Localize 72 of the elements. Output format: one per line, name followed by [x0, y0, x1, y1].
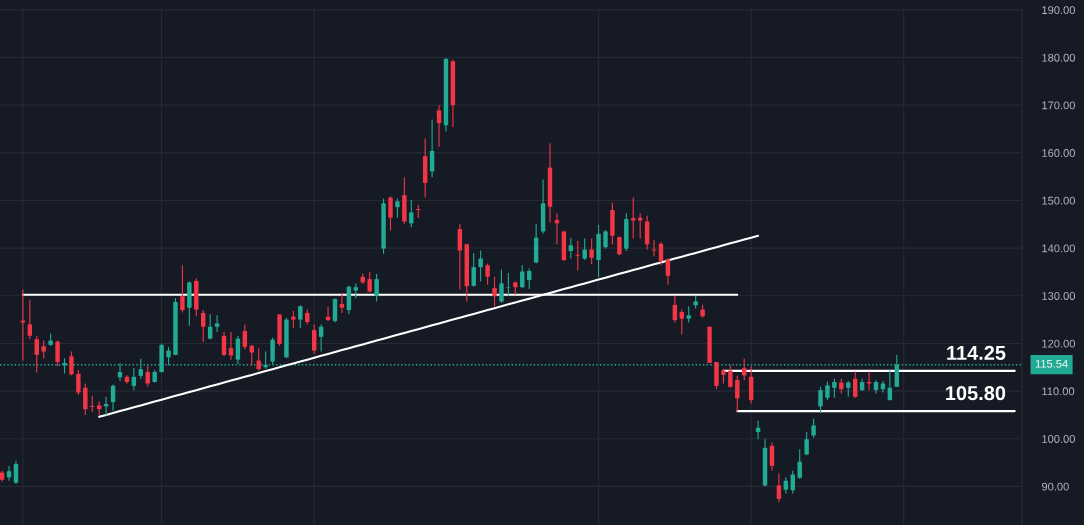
y-tick-label: 90.00 [1041, 482, 1069, 491]
y-tick-label: 160.00 [1042, 149, 1075, 157]
candlestick [69, 350, 74, 376]
y-tick-label: 100.00 [1042, 435, 1075, 443]
candlestick [499, 269, 504, 304]
candlestick [311, 323, 317, 355]
candlestick [34, 335, 39, 374]
candlestick [575, 240, 580, 272]
annotation: 105.80 [946, 386, 1006, 401]
candlestick [568, 237, 574, 260]
candlestick [797, 448, 802, 480]
candlestick [644, 215, 650, 251]
candlestick [318, 323, 324, 353]
y-tick-label: 130.00 [1042, 292, 1075, 300]
candlestick [880, 380, 886, 394]
candlestick [506, 272, 511, 297]
ref-line-label: 115.54 [1035, 359, 1068, 368]
candlestick [818, 386, 823, 414]
candlestick [83, 382, 88, 416]
candlestick [589, 238, 594, 265]
candlestick [776, 472, 782, 503]
candlestick [374, 273, 379, 303]
candlestick [388, 195, 393, 232]
candlestick [201, 309, 206, 343]
annotation: 114.25 [947, 345, 1006, 360]
candlestick [207, 313, 213, 340]
y-tick-label: 140.00 [1042, 244, 1075, 253]
candlestick [790, 470, 795, 495]
candlestick [769, 442, 775, 472]
candlestick [436, 104, 442, 148]
candlestick [728, 364, 733, 389]
candlestick [298, 304, 303, 329]
candlestick [242, 323, 248, 350]
candlestick [180, 264, 185, 314]
candlestick [603, 229, 608, 250]
y-tick-label: 110.00 [1042, 387, 1075, 396]
candlestick [832, 378, 837, 399]
y-tick-label: 190.00 [1042, 6, 1075, 14]
candlestick [55, 340, 60, 367]
candlestick [735, 375, 740, 413]
candlestick [825, 381, 830, 401]
candlestick [138, 358, 144, 380]
candlestick [526, 268, 532, 290]
candlestick [852, 370, 858, 399]
candlestick [679, 309, 685, 335]
candlestick [131, 367, 137, 391]
candlestick [409, 199, 414, 228]
candlestick [214, 314, 220, 333]
candlestick [13, 460, 19, 485]
candlestick [27, 299, 33, 340]
candlestick [367, 271, 372, 294]
y-tick-label: 150.00 [1042, 196, 1075, 205]
y-tick-label: 180.00 [1042, 53, 1075, 62]
candlestick [471, 252, 476, 288]
candlestick [520, 264, 525, 289]
candlestick [485, 262, 490, 286]
candlestick [651, 239, 657, 257]
candlestick [235, 335, 241, 365]
candlestick [811, 418, 816, 439]
candlestick [478, 249, 483, 283]
y-tick-label: 120.00 [1042, 339, 1075, 348]
candlestick [76, 369, 81, 396]
candlestick [804, 431, 809, 456]
candlestick [395, 198, 400, 219]
candlestick [332, 297, 338, 324]
candlestick [457, 223, 463, 291]
candlestick [492, 276, 497, 307]
y-tick-label: 170.00 [1042, 101, 1075, 110]
candlestick [582, 238, 587, 261]
candlestick [256, 347, 261, 372]
candlestick [714, 361, 719, 390]
candlestick [339, 292, 345, 314]
